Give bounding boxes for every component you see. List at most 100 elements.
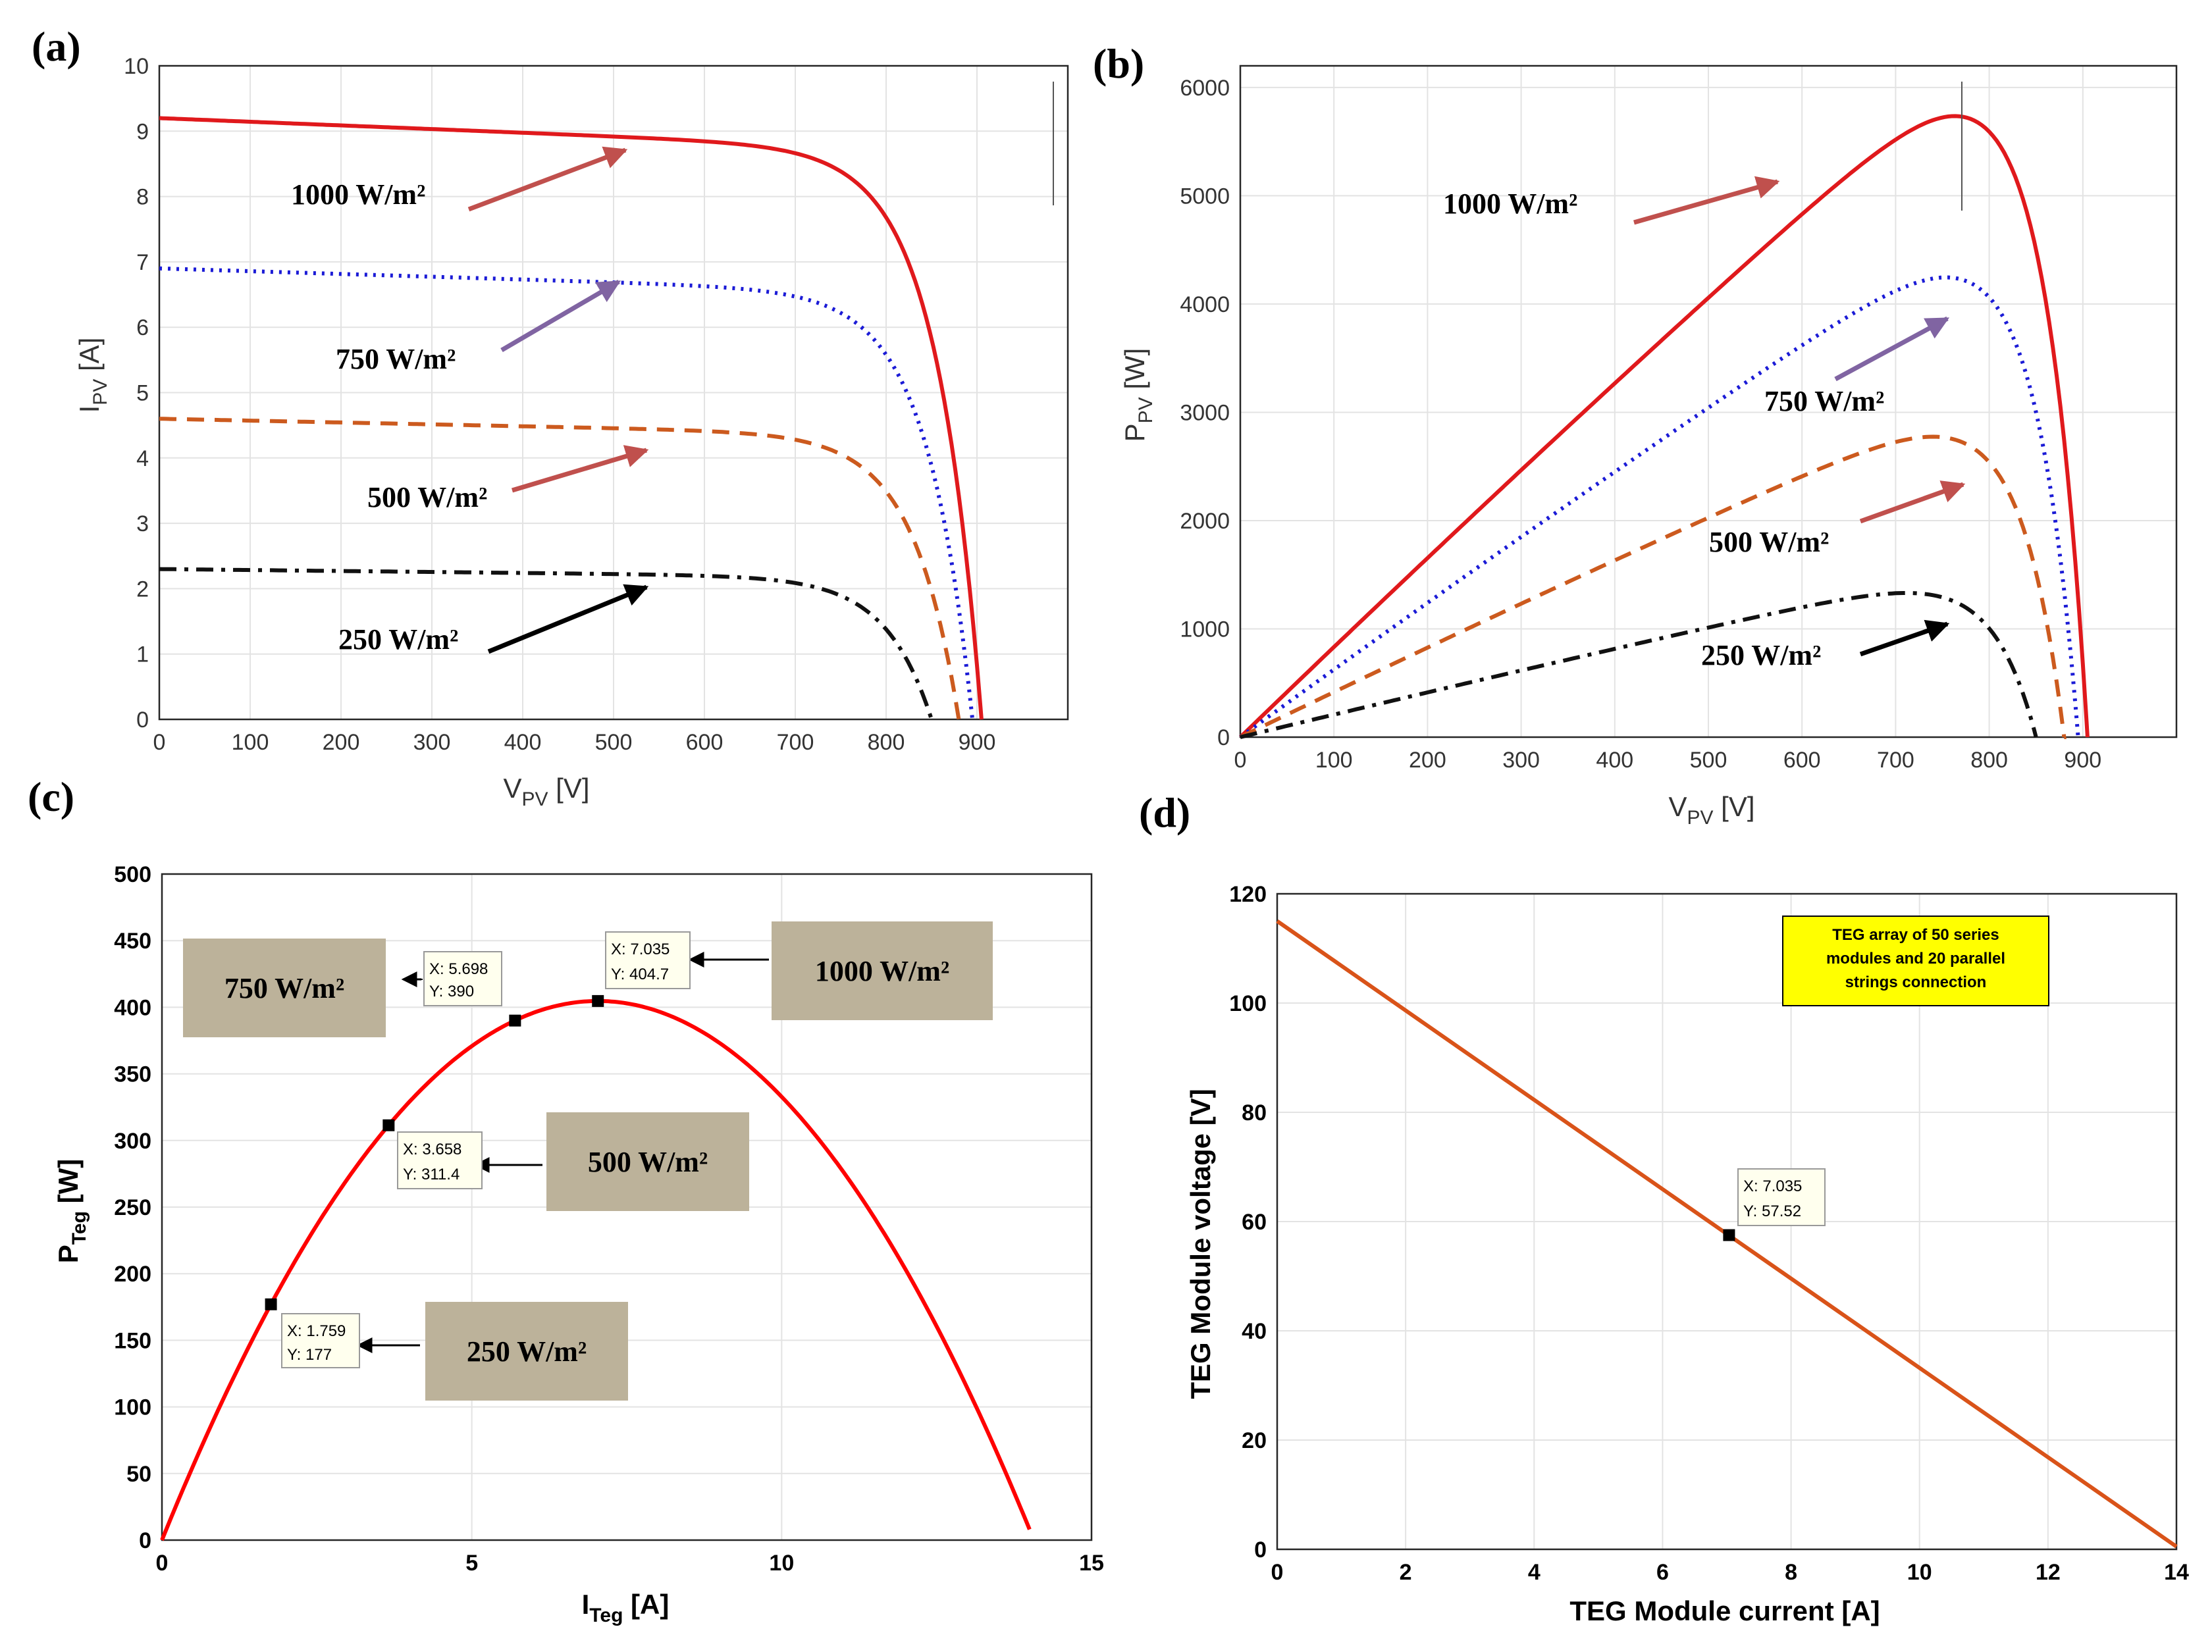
datatip-marker-3 [592,994,604,1007]
annotation-b-750: 750 W/m² [1764,385,1884,417]
svg-text:X: 3.658: X: 3.658 [403,1141,461,1158]
panel-d-xlabel: TEG Module current [A] [1569,1595,1880,1626]
x-tick-label: 0 [153,730,166,755]
datatip-marker-1 [382,1119,395,1131]
panel-c-datatips: X: 1.759 Y: 177 X: 3.658 Y: 311.4 X: 5.6… [281,931,691,1368]
panel-b-xlabel: VPV [V] [1668,791,1754,829]
x-tick-label: 200 [1409,748,1446,773]
annotation-a-750: 750 W/m² [336,343,456,375]
annotation-a-1000: 1000 W/m² [291,178,425,211]
datatip-1000: X: 7.035 Y: 404.7 [605,931,691,989]
datatip-marker-d [1723,1229,1735,1241]
y-tick-label: 0 [136,708,149,733]
datatip-500: X: 3.658 Y: 311.4 [397,1131,483,1189]
x-tick-label: 12 [2036,1560,2061,1585]
x-tick-label: 800 [868,730,905,755]
y-tick-label: 5 [136,381,149,406]
y-tick-label: 20 [1242,1428,1267,1453]
panel-b-annotations: 1000 W/m² 750 W/m² 500 W/m² 250 W/m² [1443,82,1966,671]
y-tick-label: 350 [114,1062,151,1087]
y-tick-label: 500 [114,862,151,887]
pv-series-1 [1239,275,2080,739]
irradiance-box-750 [183,939,386,1037]
datatip-250: X: 1.759 Y: 177 [281,1313,360,1368]
y-tick-label: 6000 [1180,76,1230,101]
panel-b-pv-curves: 0 100 200 300 400 500 600 700 800 900 0 1000 2000 300… [1180,65,2178,773]
svg-text:Y: 177: Y: 177 [287,1346,332,1364]
y-tick-label: 4000 [1180,292,1230,317]
y-tick-label: 0 [1254,1537,1267,1562]
y-tick-label: 1 [136,642,149,667]
y-tick-label: 2 [136,577,149,602]
irradiance-box-1000-label: 1000 W/m² [815,955,949,987]
plot-frame-d [1276,892,2178,1551]
svg-text:TEG array of 50 series: TEG array of 50 series [1832,926,1999,944]
svg-text:X: 7.035: X: 7.035 [1743,1177,1802,1195]
y-tick-label: 0 [1217,725,1230,750]
x-tick-label: 400 [504,730,542,755]
x-tick-label: 300 [413,730,451,755]
irradiance-box-750-label: 750 W/m² [224,972,344,1004]
y-tick-label: 3 [136,511,149,536]
x-tick-label: 14 [2164,1560,2189,1585]
irradiance-box-500-label: 500 W/m² [588,1146,708,1178]
x-tick-label: 2 [1400,1560,1412,1585]
annotation-a-500: 500 W/m² [367,481,487,513]
y-tick-label: 2000 [1180,509,1230,534]
y-tick-label: 150 [114,1328,151,1353]
y-tick-label: 7 [136,250,149,275]
plot-frame-a [158,65,1069,721]
x-tick-label: 0 [156,1551,169,1576]
x-tick-label: 15 [1079,1551,1104,1576]
x-tick-label: 200 [323,730,360,755]
x-tick-label: 400 [1596,748,1633,773]
annotation-b-1000: 1000 W/m² [1443,188,1577,220]
panel-a-annotations: 1000 W/m² 750 W/m² 500 W/m² 250 W/m² [291,82,1054,656]
x-tick-label: 500 [595,730,633,755]
y-tick-label: 9 [136,119,149,144]
y-tick-label: 200 [114,1262,151,1287]
x-tick-label: 900 [2064,748,2101,773]
panel-c-ylabel: PTeg [W] [53,1159,90,1263]
y-tick-label: 50 [126,1462,151,1487]
x-tick-label: 100 [1315,748,1353,773]
y-tick-label: 60 [1242,1210,1267,1235]
y-tick-label: 300 [114,1129,151,1154]
panel-d-datatip: X: 7.035 Y: 57.52 [1737,1168,1826,1226]
iv-series-0 [159,116,984,720]
x-tick-label: 4 [1528,1560,1540,1585]
x-tick-label: 700 [777,730,814,755]
y-tick-label: 10 [124,54,149,79]
panel-a-label: (a) [32,23,81,70]
irradiance-box-1000 [772,921,993,1020]
svg-text:Y: 390: Y: 390 [429,983,474,1000]
svg-text:X: 1.759: X: 1.759 [287,1322,346,1340]
panel-d-note: TEG array of 50 series modules and 20 pa… [1782,916,2049,1006]
irradiance-box-500 [546,1112,749,1211]
panel-b-label: (b) [1093,40,1144,87]
y-tick-label: 120 [1229,882,1267,907]
svg-text:Y: 404.7: Y: 404.7 [611,966,669,983]
y-tick-label: 0 [139,1528,151,1553]
y-tick-label: 250 [114,1195,151,1220]
panel-d-ylabel: TEG Module voltage [V] [1185,1089,1216,1399]
y-tick-label: 1000 [1180,617,1230,642]
x-tick-label: 800 [1970,748,2008,773]
iv-series-2 [159,417,961,720]
y-tick-label: 6 [136,315,149,340]
datatip-750: X: 5.698 Y: 390 [423,951,502,1006]
panel-d-label: (d) [1139,789,1190,836]
x-tick-label: 300 [1502,748,1540,773]
annotation-b-500: 500 W/m² [1709,526,1829,558]
panel-a-ylabel: IPV [A] [74,338,111,413]
x-tick-label: 8 [1785,1560,1797,1585]
x-tick-label: 5 [465,1551,478,1576]
datatip-marker-2 [509,1014,521,1027]
datatip-marker-0 [265,1298,277,1310]
svg-text:strings connection: strings connection [1845,973,1987,991]
svg-text:Y: 311.4: Y: 311.4 [403,1166,460,1183]
y-tick-label: 8 [136,185,149,210]
svg-text:Y: 57.52: Y: 57.52 [1743,1202,1801,1220]
svg-text:X: 5.698: X: 5.698 [429,960,488,978]
